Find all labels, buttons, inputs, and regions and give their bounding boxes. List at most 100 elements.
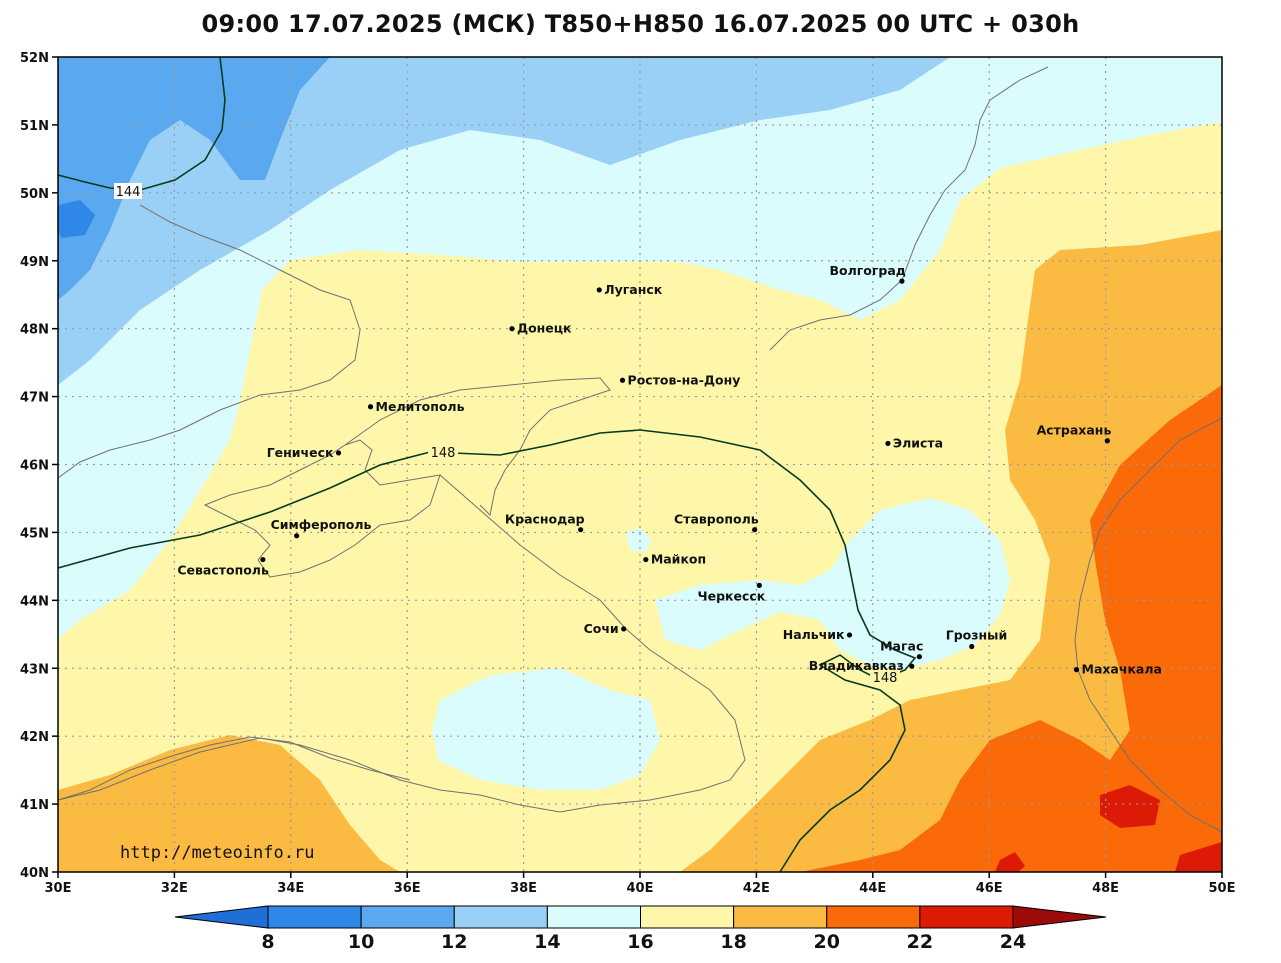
city-dot xyxy=(509,326,515,332)
lon-tick-label: 38E xyxy=(510,881,537,896)
lon-tick-label: 42E xyxy=(743,881,770,896)
city-dot xyxy=(846,632,853,638)
colorbar-tick-label: 16 xyxy=(627,931,653,953)
lon-tick-label: 40E xyxy=(627,881,654,896)
lat-tick-label: 47N xyxy=(20,391,49,406)
city-label: Элиста xyxy=(893,435,943,450)
lat-tick-label: 44N xyxy=(20,594,49,609)
lat-tick-label: 46N xyxy=(20,459,49,474)
band-12-14 xyxy=(58,57,950,385)
city-marker: Ставрополь xyxy=(674,512,759,533)
lon-tick-label: 30E xyxy=(45,881,72,896)
city-label: Астрахань xyxy=(1037,423,1112,438)
city-label: Махачкала xyxy=(1082,662,1162,677)
city-marker: Майкоп xyxy=(643,552,706,567)
city-dot xyxy=(1073,667,1080,673)
lat-tick-label: 42N xyxy=(20,730,49,745)
city-marker: Грозный xyxy=(946,628,1007,650)
lat-lon-grid xyxy=(58,57,1222,872)
city-dot xyxy=(756,582,762,588)
city-label: Нальчик xyxy=(783,627,845,642)
lon-tick-label: 36E xyxy=(394,881,421,896)
city-label: Волгоград xyxy=(829,263,905,278)
city-label: Краснодар xyxy=(505,512,585,527)
lat-tick-label: 50N xyxy=(20,187,49,202)
city-dot xyxy=(619,377,626,383)
city-dot xyxy=(596,287,602,293)
city-marker: Махачкала xyxy=(1073,662,1162,677)
colorbar-under-arrow xyxy=(174,905,269,929)
colorbar: 8 10 12 14 16 18 20 22 24 xyxy=(174,905,1107,953)
colorbar-tick-label: 18 xyxy=(720,931,746,953)
lon-tick-label: 46E xyxy=(976,881,1003,896)
city-dot xyxy=(916,654,922,660)
city-label: Майкоп xyxy=(651,552,706,567)
city-marker: Волгоград xyxy=(829,263,906,284)
city-marker: Нальчик xyxy=(783,627,853,642)
city-marker: Астрахань xyxy=(1037,423,1112,444)
isoline-label-144: 144 xyxy=(116,185,141,200)
colorbar-segment xyxy=(919,905,1014,929)
city-label: Ростов-на-Дону xyxy=(628,372,741,387)
city-marker: Донецк xyxy=(509,321,572,336)
city-label: Геническ xyxy=(267,445,334,460)
latitude-axis: 52N 51N 50N 49N 48N 47N 46N 45N 44N 43N 42N 41N 40N xyxy=(20,51,58,881)
cool-patch-caucasus xyxy=(655,498,1010,670)
lon-tick-label: 44E xyxy=(859,881,886,896)
city-marker: Магас xyxy=(880,639,923,660)
city-dot xyxy=(367,404,374,410)
crimea-coast xyxy=(203,439,441,578)
city-dot xyxy=(578,527,584,533)
city-dot xyxy=(1104,438,1110,444)
city-dot xyxy=(969,643,975,650)
geopotential-isolines xyxy=(57,56,917,873)
city-marker: Элиста xyxy=(885,435,943,450)
city-label: Владикавказ xyxy=(809,658,904,673)
city-marker: Владикавказ xyxy=(809,658,915,673)
city-marker: Геническ xyxy=(267,445,342,460)
city-markers: Луганск Донецк Волгоград Ростов-на-Дону Мели… xyxy=(177,263,1162,676)
colorbar-segment xyxy=(267,905,362,929)
turkey-coast xyxy=(58,736,411,801)
city-dot xyxy=(294,533,300,539)
colorbar-segment xyxy=(733,905,828,929)
colorbar-segment xyxy=(360,905,455,929)
azov-coast xyxy=(344,377,611,517)
city-dot xyxy=(899,278,905,284)
colorbar-segment xyxy=(826,905,921,929)
dnieper-river xyxy=(58,204,361,479)
city-marker: Мелитополь xyxy=(367,399,465,414)
lat-tick-label: 51N xyxy=(20,119,49,134)
cool-patch-small xyxy=(626,528,652,552)
lon-tick-label: 48E xyxy=(1092,881,1119,896)
website-label: http://meteoinfo.ru xyxy=(120,843,314,863)
city-dot xyxy=(752,527,758,533)
city-label: Ставрополь xyxy=(674,512,759,527)
city-label: Севастополь xyxy=(177,563,269,578)
coastlines xyxy=(58,66,1222,833)
isoline-label-148-south: 148 xyxy=(873,671,898,686)
city-label: Магас xyxy=(880,639,923,654)
city-marker: Сочи xyxy=(584,621,627,636)
isoline-labels: 144 148 148 xyxy=(114,183,900,686)
lat-tick-label: 49N xyxy=(20,255,49,270)
colorbar-tick-label: 20 xyxy=(814,931,840,953)
city-label: Симферополь xyxy=(271,517,372,532)
city-marker: Краснодар xyxy=(505,512,585,533)
band-20-22 xyxy=(800,385,1222,872)
lat-tick-label: 48N xyxy=(20,323,49,338)
band-22-24-b xyxy=(1175,842,1222,872)
cool-patch-south xyxy=(432,668,660,790)
colorbar-segment xyxy=(546,905,641,929)
city-marker: Севастополь xyxy=(177,556,269,578)
lat-tick-label: 43N xyxy=(20,662,49,677)
band-22-24-c xyxy=(995,852,1025,872)
caspian-coast xyxy=(1074,417,1222,833)
lon-tick-label: 32E xyxy=(161,881,188,896)
band-18-20-east xyxy=(680,230,1222,872)
city-marker: Ростов-на-Дону xyxy=(619,372,741,387)
city-marker: Симферополь xyxy=(271,517,372,539)
city-marker: Черкесск xyxy=(698,582,766,603)
city-label: Сочи xyxy=(584,621,619,636)
lat-tick-label: 41N xyxy=(20,798,49,813)
